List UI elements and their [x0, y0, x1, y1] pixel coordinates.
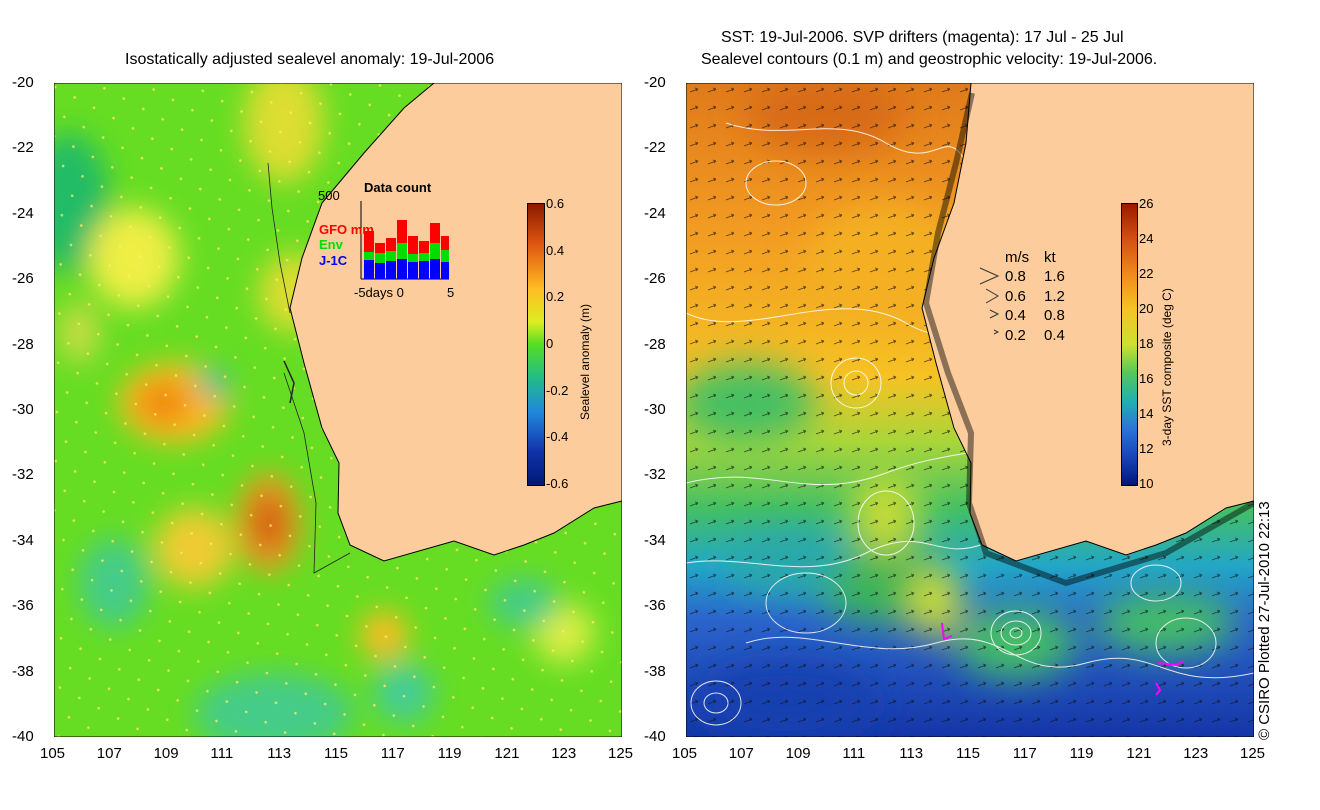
- longitude-tick-label: 119: [1069, 745, 1094, 762]
- latitude-tick-label: -24: [644, 204, 666, 222]
- sealevel-contours: [686, 122, 1254, 726]
- latitude-tick-label: -26: [12, 270, 34, 288]
- latitude-tick-label: -40: [644, 728, 666, 745]
- colorbar-tick: 0.6: [546, 196, 565, 211]
- sealevel-colorbar-label: Sealevel anomaly (m): [578, 303, 592, 420]
- longitude-tick-label: 115: [324, 745, 348, 762]
- colorbar-tick: -0.2: [546, 383, 569, 398]
- velocity-legend-ms: 0.6: [1005, 288, 1026, 305]
- right-map-title-line1: SST: 19-Jul-2006. SVP drifters (magenta)…: [721, 29, 1124, 46]
- latitude-tick-label: -40: [12, 728, 34, 745]
- longitude-tick-label: 109: [153, 745, 179, 762]
- colorbar-tick: 26: [1139, 196, 1154, 211]
- latitude-tick-label: -32: [12, 466, 34, 484]
- colorbar-tick: -0.6: [546, 476, 569, 491]
- longitude-tick-label: 121: [494, 745, 520, 762]
- leeuwin-current-arrows: [922, 92, 1254, 587]
- sst-colorbar-label: 3-day SST composite (deg C): [1160, 288, 1174, 446]
- velocity-legend-arrows: [979, 267, 1000, 335]
- longitude-tick-label: 113: [267, 745, 292, 762]
- latitude-tick-label: -38: [12, 662, 34, 680]
- longitude-tick-label: 125: [608, 745, 634, 762]
- latitude-tick-label: -36: [644, 597, 666, 615]
- latitude-tick-label: -26: [644, 270, 666, 288]
- inset-x-right-label: 5: [447, 285, 455, 300]
- colorbar-tick: 22: [1139, 266, 1154, 281]
- latitude-tick-label: -20: [644, 74, 666, 91]
- longitude-tick-label: 123: [1183, 745, 1209, 762]
- inset-y-max-label: 500: [318, 188, 340, 203]
- longitude-tick-label: 107: [96, 745, 122, 762]
- longitude-tick-label: 105: [40, 745, 66, 762]
- sealevel-colorbar: [527, 203, 545, 486]
- longitude-tick-label: 115: [956, 745, 980, 762]
- longitude-tick-label: 111: [210, 745, 234, 762]
- velocity-legend-header-kt: kt: [1044, 249, 1056, 266]
- svp-drifter-tracks: [941, 622, 1185, 696]
- latitude-tick-label: -28: [644, 335, 666, 353]
- velocity-legend-kt: 0.4: [1044, 327, 1065, 344]
- latitude-tick-label: -22: [644, 139, 666, 157]
- sst-map: [686, 83, 1254, 737]
- longitude-tick-label: 117: [1012, 745, 1037, 762]
- data-count-title: Data count: [364, 180, 432, 195]
- latitude-tick-label: -22: [12, 139, 34, 157]
- latitude-tick-label: -30: [12, 401, 34, 418]
- colorbar-tick: 0: [546, 336, 554, 351]
- longitude-tick-label: 119: [437, 745, 462, 762]
- colorbar-tick: 14: [1139, 406, 1154, 421]
- longitude-tick-label: 123: [551, 745, 577, 762]
- left-map-title: Isostatically adjusted sealevel anomaly:…: [125, 51, 495, 68]
- velocity-legend-ms: 0.4: [1005, 307, 1026, 324]
- data-count-inset: [360, 187, 453, 283]
- latitude-tick-label: -30: [644, 401, 666, 418]
- velocity-legend-kt: 1.2: [1044, 288, 1065, 305]
- legend-gfo: GFO mm: [319, 222, 374, 237]
- colorbar-tick: 12: [1139, 441, 1154, 456]
- right-map-title-line2: Sealevel contours (0.1 m) and geostrophi…: [701, 51, 1158, 68]
- latitude-tick-label: -34: [12, 531, 34, 549]
- longitude-tick-label: 125: [1240, 745, 1266, 762]
- latitude-tick-label: -28: [12, 335, 34, 353]
- latitude-tick-label: -20: [12, 74, 34, 91]
- longitude-tick-label: 107: [728, 745, 754, 762]
- velocity-legend-kt: 1.6: [1044, 268, 1065, 285]
- colorbar-tick: 18: [1139, 336, 1154, 351]
- sst-colorbar: [1121, 203, 1138, 486]
- latitude-tick-label: -24: [12, 204, 34, 222]
- longitude-tick-label: 117: [380, 745, 405, 762]
- legend-j1c: J-1C: [319, 253, 348, 268]
- colorbar-tick: 24: [1139, 231, 1154, 246]
- latitude-tick-label: -38: [644, 662, 666, 680]
- colorbar-tick: 10: [1139, 476, 1154, 491]
- longitude-tick-label: 121: [1126, 745, 1152, 762]
- longitude-tick-label: 111: [842, 745, 866, 762]
- colorbar-tick: 0.4: [546, 243, 565, 258]
- longitude-tick-label: 113: [899, 745, 924, 762]
- latitude-tick-label: -32: [644, 466, 666, 484]
- velocity-legend-ms: 0.2: [1005, 327, 1026, 344]
- latitude-tick-label: -34: [644, 531, 666, 549]
- latitude-tick-label: -36: [12, 597, 34, 615]
- colorbar-tick: -0.4: [546, 429, 569, 444]
- velocity-legend-ms: 0.8: [1005, 268, 1026, 285]
- inset-x-label: -5days 0: [354, 285, 404, 300]
- colorbar-tick: 0.2: [546, 289, 565, 304]
- legend-env: Env: [319, 237, 343, 252]
- velocity-legend-kt: 0.8: [1044, 307, 1065, 324]
- colorbar-tick: 20: [1139, 301, 1154, 316]
- data-count-bars: [364, 220, 449, 279]
- australia-landmass: [921, 83, 1254, 562]
- csiro-credit: © CSIRO Plotted 27-Jul-2010 22:13: [1256, 501, 1273, 740]
- velocity-legend-header-ms: m/s: [1005, 249, 1030, 266]
- longitude-tick-label: 109: [785, 745, 811, 762]
- longitude-tick-label: 105: [672, 745, 698, 762]
- colorbar-tick: 16: [1139, 371, 1154, 386]
